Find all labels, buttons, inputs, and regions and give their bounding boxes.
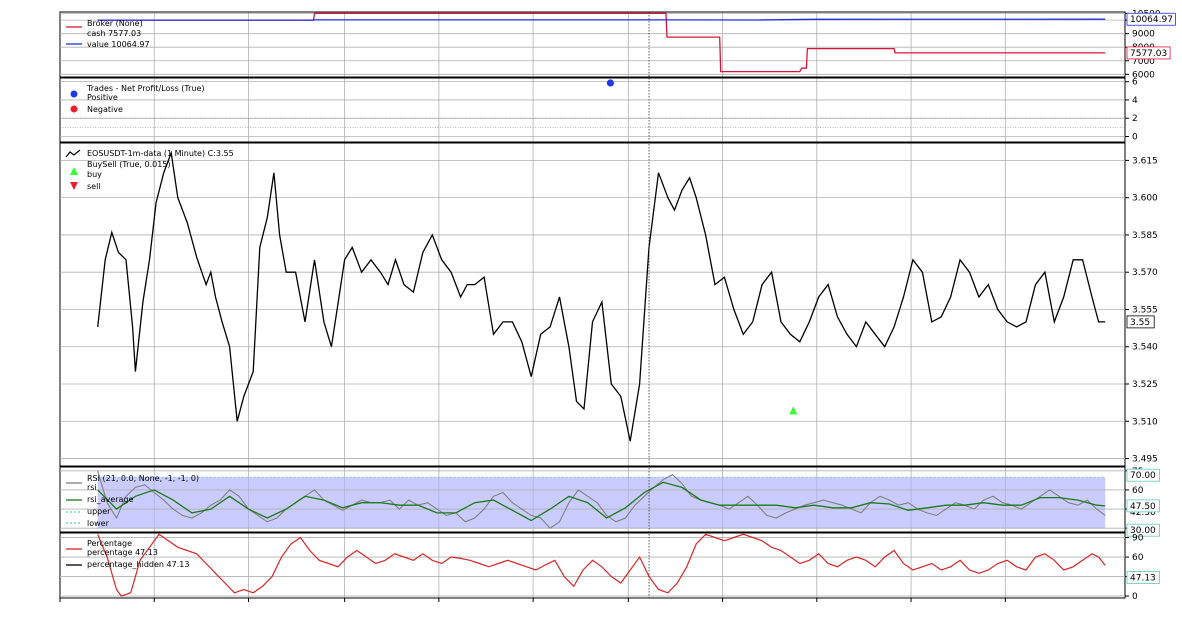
- series-price: [97, 150, 1106, 442]
- trade-point-positive: [606, 79, 615, 87]
- panel-frame-4: [59, 532, 1126, 599]
- rsi-upper-label: 70.00: [1130, 471, 1156, 481]
- y-tick-label: 2: [1132, 114, 1138, 124]
- y-tick-label: 3.555: [1132, 305, 1158, 315]
- legend-label-rsi-title: RSI (21, 0.0, None, -1, -1, 0): [87, 474, 199, 483]
- rsi-upper-label-box: [1126, 468, 1160, 482]
- panel-frame-3: [59, 466, 1126, 533]
- legend-label-lower: lower: [87, 519, 110, 528]
- panel-frame-0: [59, 11, 1126, 78]
- y-tick-label: 3.600: [1132, 194, 1158, 204]
- legend-label-percentage: percentage 47.13: [87, 548, 158, 557]
- cash-end-label-box: [1126, 46, 1171, 60]
- y-tick-label: 9000: [1132, 30, 1155, 40]
- series-percentage: [97, 533, 1106, 597]
- series-rsi: [97, 470, 1106, 529]
- rsi-band: [97, 477, 1106, 529]
- legend-label-percentage-title: Percentage: [87, 539, 132, 548]
- legend-label-positive: Positive: [87, 93, 118, 102]
- legend-label-upper: upper: [87, 507, 111, 516]
- legend-label-rsi-average: rsi_average: [87, 495, 134, 504]
- legend-label-broker: Broker (None): [87, 19, 143, 28]
- legend-label-buy: buy: [87, 170, 102, 179]
- legend-marker-positive: [70, 90, 78, 98]
- rsi-lower-label-box: [1126, 523, 1160, 537]
- legend-label-negative: Negative: [87, 105, 123, 114]
- legend-marker-negative: [70, 105, 78, 113]
- legend-label-cash: cash 7577.03: [87, 29, 141, 38]
- legend-label-price: EOSUSDT-1m-data (1 Minute) C:3.55: [87, 149, 234, 158]
- legend-label-buysell: BuySell (True, 0.015): [87, 160, 171, 169]
- price-last-label: 3.55: [1130, 318, 1150, 328]
- percentage-last-label: 47.13: [1130, 573, 1156, 583]
- y-tick-label: 6000: [1132, 70, 1155, 80]
- rsi-average-label: 47.50: [1130, 502, 1156, 512]
- cash-end-label: 7577.03: [1130, 49, 1167, 59]
- legend-label-rsi: rsi: [87, 483, 97, 492]
- y-tick-label: 3.570: [1132, 268, 1158, 278]
- buy-marker: [789, 406, 798, 415]
- series-value: [97, 18, 1106, 21]
- y-tick-label: 0: [1132, 133, 1138, 143]
- y-tick-label: 7000: [1132, 57, 1155, 67]
- y-tick-label: 0: [1132, 592, 1138, 602]
- legend-marker-sell: [70, 182, 78, 190]
- series-cash: [97, 12, 1106, 73]
- rsi-lower-label: 30.00: [1130, 526, 1156, 536]
- y-tick-label: 3.585: [1132, 231, 1158, 241]
- panel-frame-2: [59, 142, 1126, 467]
- y-tick-label: 3.540: [1132, 343, 1158, 353]
- rsi-average-label-box: [1126, 499, 1160, 513]
- legend-label-value: value 10064.97: [87, 40, 150, 49]
- y-tick-label: 3.525: [1132, 380, 1158, 390]
- y-tick-label: 60: [1132, 553, 1144, 563]
- price-last-label-box: [1126, 315, 1155, 329]
- legend-label-sell: sell: [87, 182, 101, 191]
- series-rsi-average: [97, 481, 1106, 522]
- legend-label-trades: Trades - Net Profit/Loss (True): [86, 84, 205, 93]
- percentage-last-label-box: [1126, 571, 1160, 584]
- y-tick-label: 3.495: [1132, 455, 1158, 465]
- panel-frame-1: [59, 77, 1126, 143]
- legend-label-percentage-hidden: percentage_hidden 47.13: [87, 560, 189, 569]
- y-tick-label: 4: [1132, 96, 1138, 106]
- y-tick-label: 6: [1132, 78, 1138, 88]
- y-tick-label: 3.510: [1132, 417, 1158, 427]
- y-tick-label: 60: [1132, 486, 1144, 496]
- legend-swatch-price: [65, 149, 81, 158]
- rsi-average-hidden-label: 42.50: [1130, 508, 1156, 518]
- value-end-label-box: [1126, 12, 1176, 26]
- legend-marker-buy: [70, 167, 78, 175]
- value-end-label: 10064.97: [1130, 15, 1173, 25]
- y-tick-label: 90: [1132, 534, 1144, 544]
- y-tick-label: 3.615: [1132, 156, 1158, 166]
